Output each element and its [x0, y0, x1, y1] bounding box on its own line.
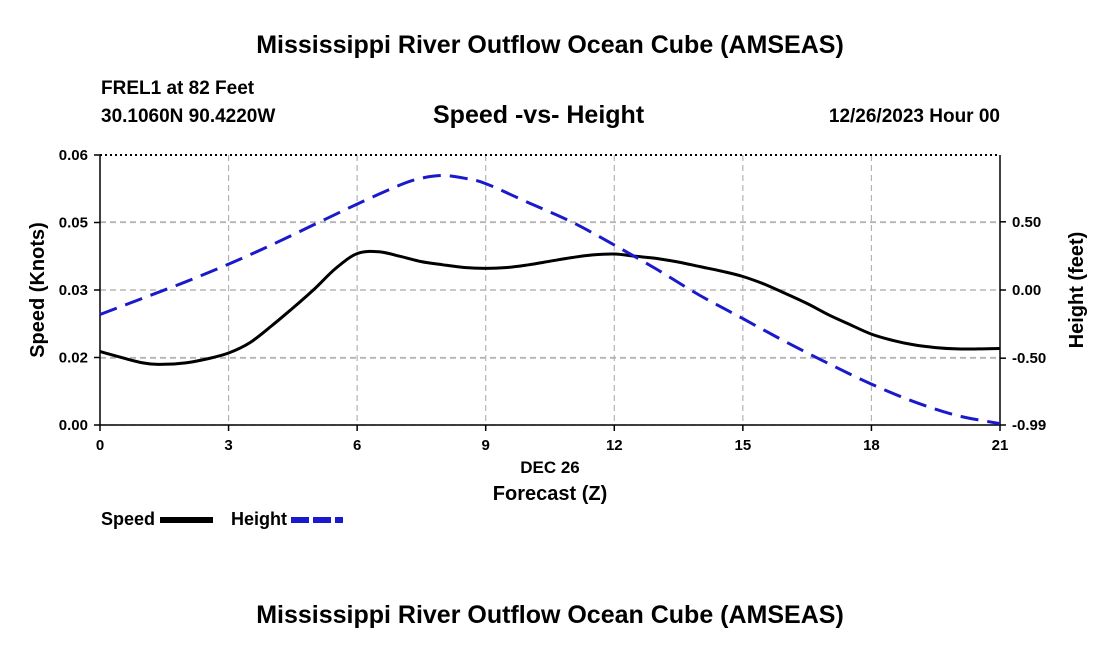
y-tick-label: 0.00	[59, 417, 88, 434]
legend-speed-line	[160, 517, 213, 523]
x-tick-label: 0	[96, 437, 104, 454]
height-series-line	[99, 174, 1001, 426]
y2-axis-title: Height (feet)	[1066, 232, 1088, 349]
y2-tick-label: 0.00	[1012, 282, 1041, 299]
station-coords: 30.1060N 90.4220W	[101, 106, 276, 127]
x-date-label: DEC 26	[520, 458, 580, 477]
x-tick-label: 6	[353, 437, 361, 454]
x-axis-title: Forecast (Z)	[493, 483, 607, 505]
speed-series-line	[99, 249, 1001, 366]
y2-tick-label: -0.50	[1012, 350, 1046, 367]
x-tick-label: 18	[863, 437, 880, 454]
y-tick-label: 0.05	[59, 215, 88, 232]
y2-tick-label: -0.99	[1012, 417, 1046, 434]
page-title: Mississippi River Outflow Ocean Cube (AM…	[256, 31, 844, 59]
page-title-bottom: Mississippi River Outflow Ocean Cube (AM…	[256, 601, 844, 629]
chart-title: Speed -vs- Height	[433, 101, 645, 129]
legend-speed-label: Speed	[101, 509, 156, 529]
x-tick-label: 21	[992, 437, 1009, 454]
x-tick-label: 9	[482, 437, 490, 454]
legend-height-label: Height	[231, 509, 287, 529]
x-tick-label: 3	[224, 437, 232, 454]
station-name-depth: FREL1 at 82 Feet	[101, 78, 255, 99]
y2-tick-label: 0.50	[1012, 214, 1041, 231]
y-tick-label: 0.02	[59, 350, 88, 367]
legend-height-line	[291, 517, 343, 523]
forecast-datetime: 12/26/2023 Hour 00	[828, 106, 1000, 127]
y-axis-title: Speed (Knots)	[27, 222, 49, 358]
y-tick-label: 0.06	[59, 147, 88, 164]
y-tick-label: 0.03	[59, 282, 88, 299]
x-tick-label: 12	[606, 437, 623, 454]
x-tick-label: 15	[735, 437, 752, 454]
